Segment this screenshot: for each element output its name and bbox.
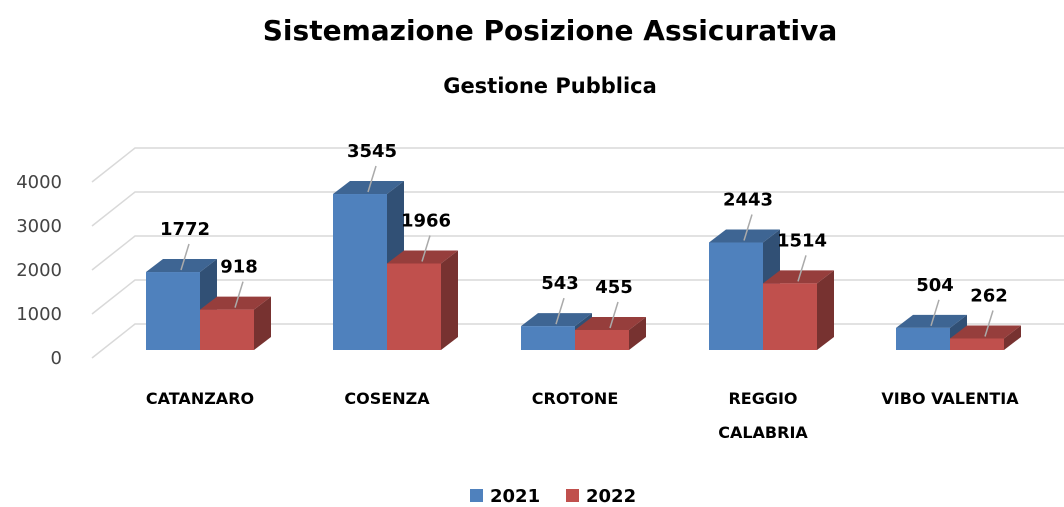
legend-swatch	[470, 489, 483, 502]
bar-side	[1004, 325, 1021, 350]
y-tick-label: 4000	[16, 172, 62, 193]
x-tick-label: COSENZA	[344, 389, 430, 408]
chart-subtitle: Gestione Pubblica	[443, 74, 657, 98]
leader-line	[421, 235, 431, 262]
leader-line	[984, 310, 994, 337]
x-tick-label: CROTONE	[531, 389, 619, 408]
bar	[575, 329, 629, 350]
x-tick-label: CATANZARO	[145, 389, 255, 408]
data-label: 543	[541, 273, 579, 294]
bar	[146, 272, 200, 350]
bar-top	[950, 325, 1021, 339]
data-label: 2443	[723, 190, 773, 211]
data-label: 918	[220, 257, 258, 278]
bar-top	[575, 316, 646, 330]
bar-top	[896, 314, 967, 328]
x-tick-label: VIBO VALENTIA	[881, 389, 1019, 408]
bar-top	[763, 270, 834, 284]
bar	[763, 283, 817, 350]
bar	[521, 326, 575, 350]
bar-side	[254, 296, 271, 350]
leader-line	[555, 297, 565, 325]
legend-swatch	[566, 489, 579, 502]
bar-top	[387, 250, 458, 264]
data-label: 3545	[347, 141, 397, 162]
leader-line	[180, 243, 190, 271]
bar-top	[146, 259, 217, 273]
bar-side	[441, 250, 458, 350]
leader-line	[609, 301, 619, 329]
y-tick-label: 1000	[16, 304, 62, 325]
data-label: 1966	[401, 210, 451, 231]
y-tick-label: 0	[51, 348, 62, 369]
bar-top	[709, 229, 780, 243]
bar	[387, 263, 441, 350]
leader-line	[797, 255, 807, 282]
bar	[709, 242, 763, 350]
y-tick-label: 3000	[16, 216, 62, 237]
bar	[200, 309, 254, 350]
bar-top	[200, 296, 271, 310]
bar	[950, 338, 1004, 350]
leader-line	[743, 214, 753, 241]
data-label: 504	[916, 275, 954, 296]
leader-line	[930, 299, 940, 327]
data-label: 1514	[777, 230, 827, 251]
data-label: 455	[595, 277, 633, 298]
y-tick-label: 2000	[16, 260, 62, 281]
data-label: 262	[970, 285, 1008, 306]
bar-top	[521, 313, 592, 327]
leader-line	[367, 165, 377, 193]
leader-line	[234, 281, 244, 308]
x-tick-label: REGGIO CALABRIA	[718, 389, 808, 442]
bar-side	[817, 270, 834, 350]
bar	[333, 194, 387, 350]
chart-title: Sistemazione Posizione Assicurativa	[263, 14, 837, 47]
bar	[896, 327, 950, 350]
grid-line	[91, 147, 1064, 183]
bar-top	[333, 181, 404, 195]
grid-line	[91, 191, 1064, 227]
bar-side	[629, 316, 646, 350]
legend-label: 2021	[490, 486, 540, 507]
data-label: 1772	[160, 219, 210, 240]
legend-label: 2022	[586, 486, 636, 507]
